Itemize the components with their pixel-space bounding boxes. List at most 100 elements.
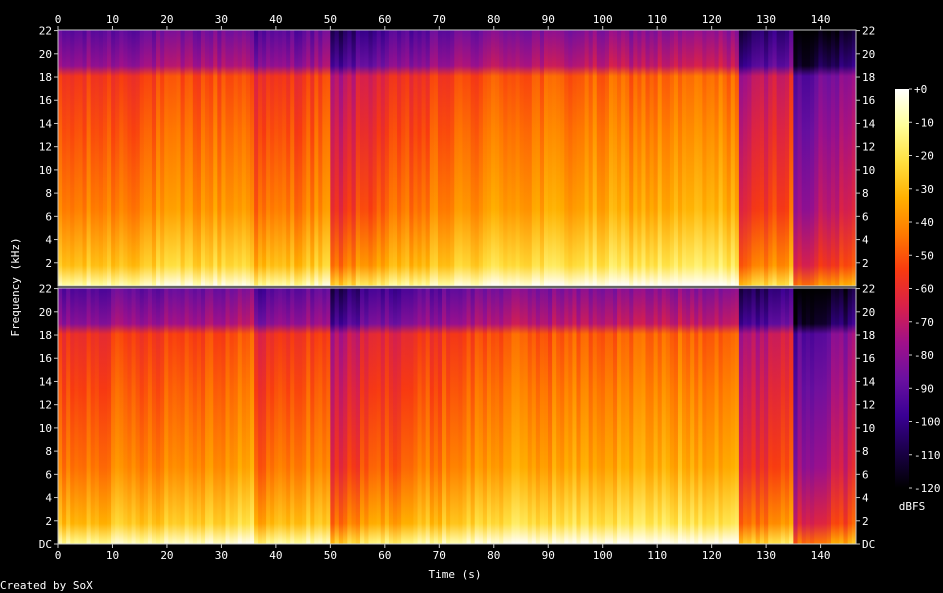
spectrogram-column — [768, 288, 773, 544]
spectrogram-column — [600, 288, 606, 544]
spectrogram-column — [830, 30, 836, 286]
spectrogram-column — [776, 30, 782, 286]
spectrogram-column — [751, 288, 757, 544]
spectrogram-column — [409, 30, 414, 286]
spectrogram-column — [413, 30, 418, 286]
spectrogram-column — [491, 288, 496, 544]
spectrogram-column — [115, 288, 120, 544]
spectrogram-column — [797, 30, 803, 286]
spectrogram-column — [556, 288, 561, 544]
spectrogram-column — [86, 30, 92, 286]
y-tick-label-right: DC — [862, 538, 875, 551]
spectrogram-column — [102, 288, 108, 544]
spectrogram-column — [665, 30, 671, 286]
spectrogram-column — [433, 30, 439, 286]
spectrogram-column — [168, 30, 173, 286]
x-tick-label-bottom: 140 — [811, 549, 831, 562]
spectrogram-column — [188, 288, 194, 544]
spectrogram-column — [164, 288, 169, 544]
x-tick-label-bottom: 110 — [647, 549, 667, 562]
y-axis-label: Frequency (kHz) — [9, 237, 22, 336]
spectrogram-column — [592, 288, 598, 544]
spectrogram-column — [330, 288, 335, 544]
spectrogram-column — [507, 288, 512, 544]
x-tick-label-bottom: 90 — [542, 549, 555, 562]
spectrogram-column — [66, 30, 71, 286]
spectrogram-column — [294, 288, 299, 544]
x-tick-label-top: 80 — [487, 13, 500, 26]
spectrogram-column — [633, 288, 638, 544]
spectrogram-column — [645, 30, 650, 286]
spectrogram-column — [139, 288, 145, 544]
spectrogram-column — [127, 288, 132, 544]
spectrogram-column — [213, 288, 218, 544]
spectrogram-column — [318, 30, 323, 286]
colorbar-tick-label: -120 — [914, 482, 941, 495]
colorbar-tick-label: -10 — [914, 116, 934, 129]
spectrogram-column — [730, 288, 736, 544]
spectrogram-column — [393, 288, 398, 544]
spectrogram-column — [560, 288, 565, 544]
y-tick-label-right: 22 — [862, 25, 875, 38]
spectrogram-column — [478, 288, 484, 544]
spectrogram-column — [160, 30, 165, 286]
spectrogram-column — [629, 30, 634, 286]
y-tick-label-left: 6 — [45, 210, 52, 223]
y-tick-label-right: 16 — [862, 352, 875, 365]
spectrogram-column — [442, 30, 447, 286]
x-tick-label-top: 90 — [542, 13, 555, 26]
spectrogram-column — [245, 288, 251, 544]
y-tick-label-right: 14 — [862, 375, 876, 388]
spectrogram-column — [82, 288, 87, 544]
y-tick-label-right: 4 — [862, 234, 869, 247]
spectrogram-column — [657, 288, 663, 544]
spectrogram-column — [751, 30, 757, 286]
y-tick-label-left: 22 — [39, 25, 52, 38]
spectrogram-column — [131, 288, 137, 544]
spectrogram-column — [552, 30, 557, 286]
spectrogram-column — [801, 30, 807, 286]
spectrogram-column — [531, 30, 537, 286]
spectrogram-column — [143, 30, 149, 286]
spectrogram-column — [209, 30, 214, 286]
spectrogram-column — [397, 288, 402, 544]
spectrogram-column — [814, 288, 819, 544]
spectrogram-column — [258, 30, 263, 286]
spectrogram-column — [649, 30, 655, 286]
spectrogram-column — [822, 30, 828, 286]
spectrogram-column — [580, 30, 585, 286]
spectrogram-column — [351, 288, 357, 544]
y-tick-label-left: 12 — [39, 141, 52, 154]
spectrogram-column — [818, 288, 823, 544]
spectrogram-column — [495, 288, 500, 544]
spectrogram-column — [454, 30, 459, 286]
y-tick-label-left: 10 — [39, 164, 52, 177]
spectrogram-column — [698, 288, 703, 544]
spectrogram-column — [797, 288, 803, 544]
spectrogram-column — [334, 288, 340, 544]
spectrogram-column — [677, 30, 683, 286]
spectrogram-column — [338, 288, 344, 544]
x-tick-label-bottom: 120 — [702, 549, 722, 562]
y-tick-label-left: 2 — [45, 515, 52, 528]
spectrogram-column — [266, 30, 271, 286]
spectrogram-column — [572, 288, 577, 544]
x-tick-label-bottom: 10 — [106, 549, 119, 562]
spectrogram-column — [78, 288, 83, 544]
spectrogram-column — [107, 288, 112, 544]
spectrogram-column — [98, 30, 104, 286]
spectrogram-column — [718, 30, 724, 286]
y-tick-label-right: 10 — [862, 164, 875, 177]
spectrogram-column — [90, 30, 96, 286]
y-tick-label-right: 12 — [862, 399, 875, 412]
spectrogram-column — [123, 30, 128, 286]
spectrogram-column — [388, 288, 394, 544]
colorbar-tick-label: -70 — [914, 316, 934, 329]
spectrogram-column — [217, 288, 222, 544]
spectrogram-column — [156, 288, 161, 544]
spectrogram-column — [613, 30, 618, 286]
colorbar-tick-label: -80 — [914, 349, 934, 362]
spectrogram-column — [176, 30, 181, 286]
colorbar-tick-label: +0 — [914, 83, 927, 96]
spectrogram-column — [474, 288, 480, 544]
